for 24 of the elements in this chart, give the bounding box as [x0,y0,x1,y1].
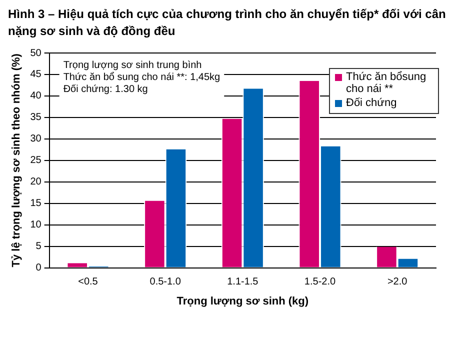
annotation: Đối chứng: 1.30 kg [63,84,148,95]
x-axis-title: Trọng lượng sơ sinh (kg) [176,295,309,308]
annotation: Thức ăn bổ sung cho nái **: 1,45kg [63,70,220,83]
legend-label: Thức ăn bổsung cho nái ** [346,71,428,95]
y-tick-label: 0 [36,262,42,274]
annotation: Trọng lượng sơ sinh trung bình [63,60,202,71]
x-tick-label: 1.5-2.0 [304,276,336,288]
x-tick-label: >2.0 [387,276,408,288]
chart-title: Hình 3 – Hiệu quả tích cực của chương trình cho ăn chuyển tiếp* đối với cân nặng sơ sinh và độ đồng đều [8,6,447,40]
y-tick-label: 20 [30,176,42,188]
y-tick-label: 15 [30,198,42,210]
y-tick-label: 5 [36,241,42,252]
y-tick-label: 45 [30,69,42,80]
y-tick-label: 50 [30,48,42,59]
x-tick-label: 1.1-1.5 [227,276,259,288]
y-tick-label: 40 [30,90,42,102]
x-tick-label: 0.5-1.0 [150,276,182,288]
y-tick-label: 35 [30,112,42,124]
y-tick-label: 25 [30,155,42,166]
x-tick-label: <0.5 [78,276,98,288]
y-tick-label: 10 [30,220,42,231]
y-axis-title: Tỷ lệ trọng lượng sơ sinh theo nhóm (%) [10,53,23,268]
y-tick-label: 30 [30,134,42,145]
legend-label: Đối chứng [346,97,397,109]
